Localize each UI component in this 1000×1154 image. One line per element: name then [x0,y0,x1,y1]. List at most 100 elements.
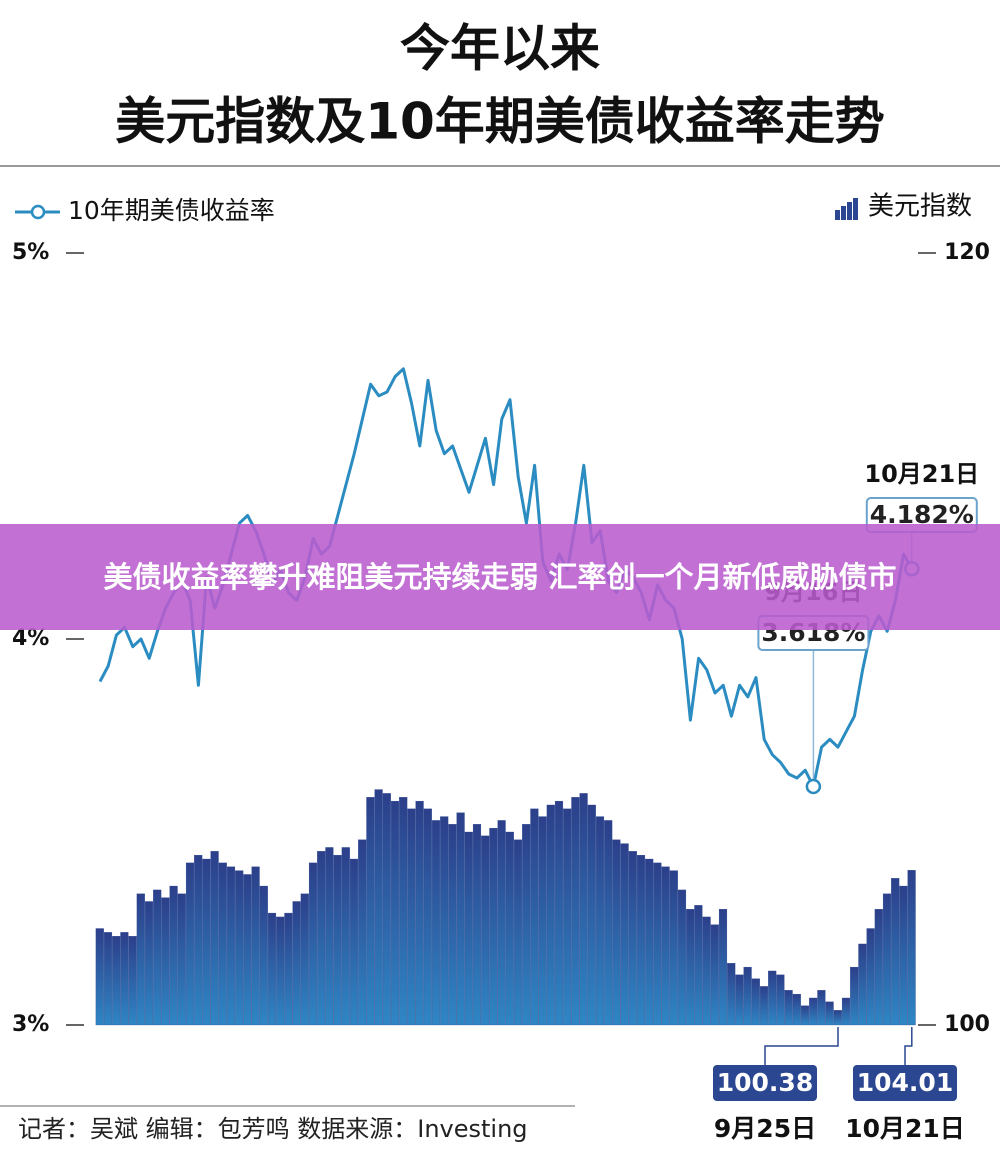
bar [251,866,260,1026]
bar [177,893,186,1026]
chart-subtitle: 美元指数及10年期美债收益率走势 [115,93,885,151]
bar [194,855,203,1026]
bar [612,839,621,1026]
bar [112,936,121,1026]
y-tick-label: 4% [12,626,49,651]
legend-bar [847,202,852,220]
y-tick-label: 5% [12,240,49,265]
bar [513,839,523,1026]
date-label: 10月21日 [845,1114,965,1143]
y-tick-label: 3% [12,1012,49,1037]
bar [538,816,547,1026]
date-label: 9月25日 [714,1114,816,1143]
value-label: 104.01 [857,1068,953,1097]
y2-tick-label: 120 [944,240,990,265]
bar [587,804,596,1026]
bar [317,851,326,1026]
bar [399,797,408,1026]
bar [866,928,875,1026]
bar [661,866,670,1026]
bar [669,870,678,1026]
bar [325,847,334,1026]
bar [95,928,104,1026]
legend-marker [30,204,46,220]
bar [120,932,129,1026]
bar [554,800,564,1026]
bar [874,909,883,1026]
chart-title: 今年以来 [400,20,600,78]
legend-bar [835,210,840,220]
bar [341,847,350,1026]
bar [882,893,892,1026]
bar [505,831,514,1026]
bar [636,855,646,1026]
bar [776,974,785,1026]
value-label-box [713,1065,817,1101]
bar [792,993,801,1026]
bar [907,870,916,1026]
bar [751,978,760,1026]
bar [456,812,465,1026]
bar [202,858,211,1026]
bar [169,885,178,1026]
legend-bar [841,206,846,220]
bar [841,997,851,1026]
bar [850,966,859,1026]
bar [472,824,482,1026]
bar [128,936,137,1026]
bar [382,793,391,1026]
bar [579,793,588,1026]
bar [358,839,367,1026]
legend-label: 美元指数 [868,192,972,222]
bar [620,843,629,1026]
bar [300,893,309,1026]
value-label: 100.38 [717,1068,813,1097]
bar [546,804,555,1026]
bar [563,808,572,1026]
bar [743,966,752,1026]
bar [243,874,252,1026]
bar [218,862,227,1026]
bar [185,862,195,1026]
legend-bar [853,198,858,220]
bar [136,893,145,1026]
bar [718,909,728,1026]
bar [571,797,580,1026]
bar [210,851,219,1026]
bar [809,997,818,1026]
bar [628,851,637,1026]
date-label: 10月21日 [864,460,979,488]
bar [735,974,744,1026]
value-label-box [853,1065,957,1101]
bar [267,912,277,1026]
bar [604,820,613,1026]
y2-tick-label: 100 [944,1012,990,1037]
bar [144,901,154,1026]
bar [817,990,826,1026]
source: 记者：吴斌 编辑：包芳鸣 数据来源：Investing [18,1115,528,1143]
bar [825,1001,834,1026]
legend-label: 10年期美债收益率 [68,196,275,225]
bar [686,909,695,1026]
bar [153,889,162,1026]
bar [390,800,400,1026]
bar [645,858,654,1026]
point-marker [805,778,822,795]
bar [522,824,531,1026]
bar [833,1010,842,1026]
bar [431,820,441,1026]
headline-banner: 美债收益率攀升难阻美元持续走弱 汇率创一个月新低威胁债市 [0,524,1000,630]
bar [759,986,769,1026]
bar [440,816,449,1026]
bar [284,912,293,1026]
bar [497,820,506,1026]
bar [768,970,777,1026]
bar [710,924,719,1026]
bar [407,808,416,1026]
bar [349,858,359,1026]
bar [366,797,375,1026]
bar [702,916,711,1026]
bar [595,816,605,1026]
